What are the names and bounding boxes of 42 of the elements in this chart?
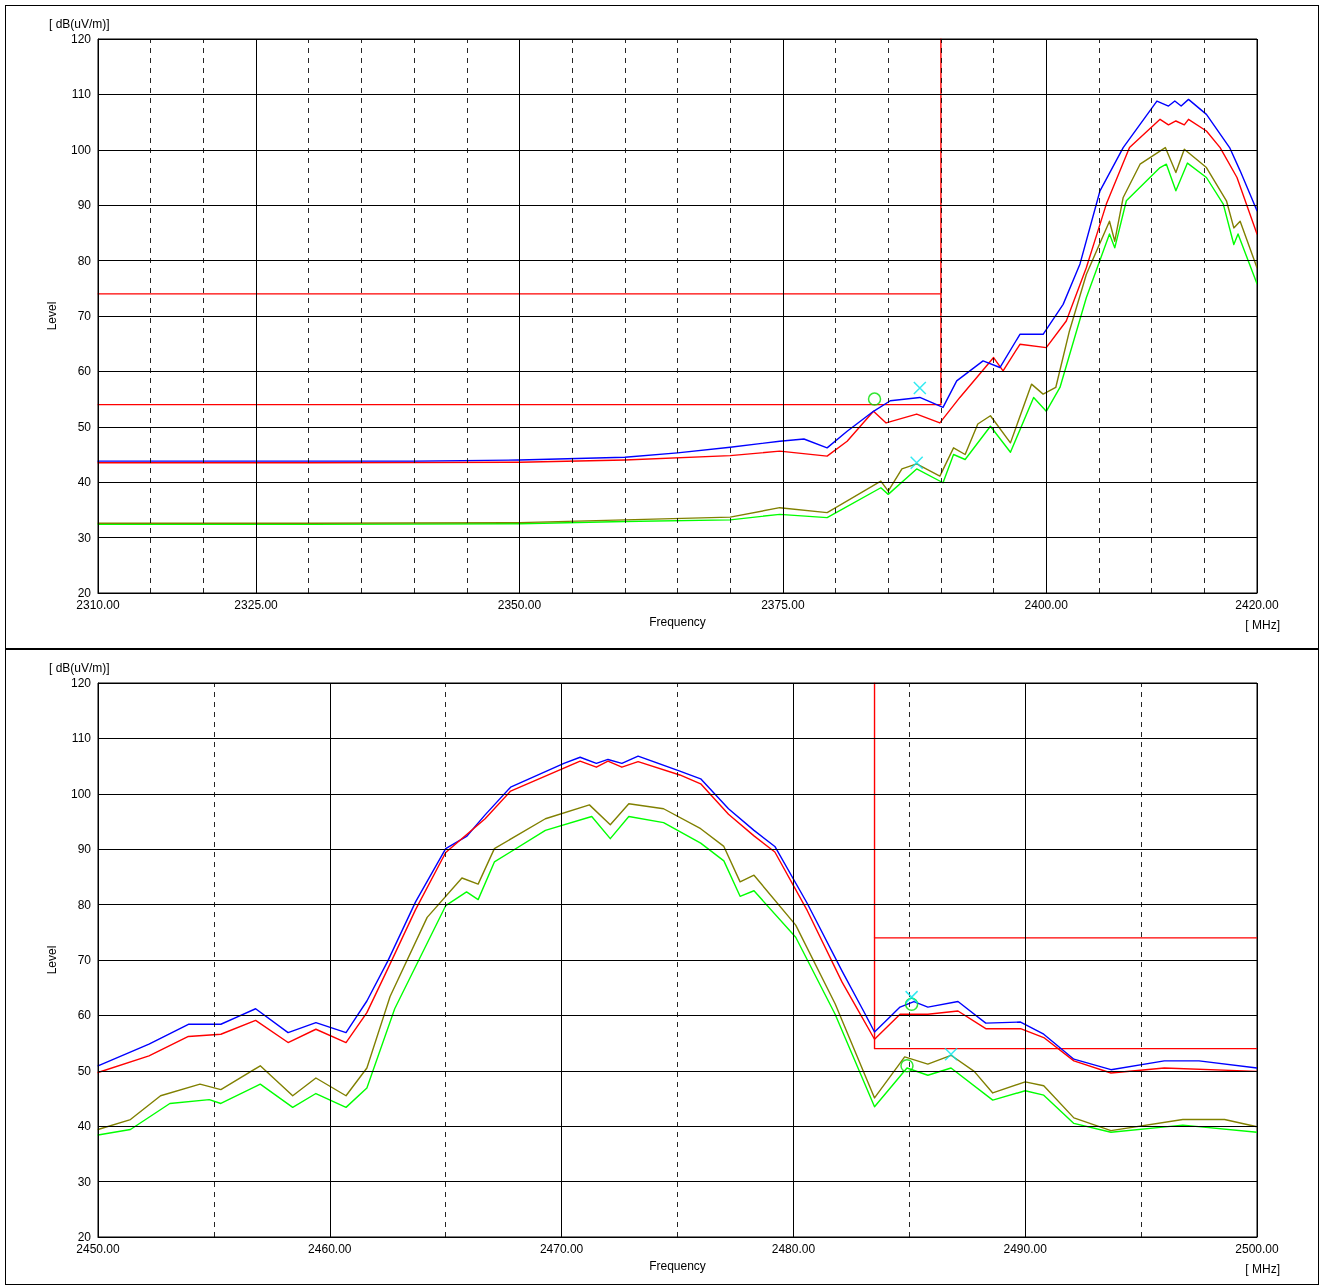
y-tick-label: 20 [77,586,92,600]
text: [ dB(uV/m)] [49,17,110,31]
x-tick-label: 2470.00 [539,1242,584,1256]
x-tick-label: 2375.00 [761,598,805,612]
y-tick-label: 30 [77,530,92,545]
text: [ dB(uV/m)] [49,661,110,675]
y-tick-label: 50 [77,1063,92,1078]
y-tick-label: 60 [77,1008,92,1023]
x-tick-label: 2400.00 [1024,598,1069,612]
x-tick-label: 2420.00 [1235,598,1280,612]
x-tick-label: 2350.00 [497,598,542,612]
y-tick-label: 100 [70,142,92,157]
y-tick-label: 90 [77,198,92,213]
x-tick-label: 2480.00 [771,1242,816,1256]
x-tick-label: 2325.00 [234,598,279,612]
y-axis-title: Level [45,945,59,975]
y-tick-label: 40 [77,475,92,490]
y-tick-label: 50 [77,419,92,434]
y-tick-label: 110 [71,731,92,746]
y-axis-title: Level [45,301,59,331]
y-tick-label: 100 [70,786,92,801]
x-tick-label: 2490.00 [1003,1242,1048,1256]
y-tick-label: 80 [77,897,92,912]
y-tick-label: 80 [77,253,92,268]
x-axis-title: Frequency [649,1259,706,1273]
y-tick-label: 20 [77,1230,92,1244]
x-tick-label: 2450.00 [76,1242,121,1256]
text: [ MHz] [1245,1262,1281,1276]
y-tick-label: 40 [77,1119,92,1134]
x-tick-label: 2310.00 [76,598,121,612]
y-tick-label: 70 [77,953,92,967]
x-axis-title: Frequency [649,615,706,629]
y-tick-label: 90 [77,842,92,857]
y-tick-label: 70 [77,309,92,323]
x-tick-label: 2500.00 [1235,1242,1280,1256]
x-tick-label: 2460.00 [308,1242,352,1256]
y-tick-label: 120 [70,676,92,690]
y-tick-label: 60 [77,364,92,379]
y-tick-label: 120 [70,32,92,46]
y-tick-label: 30 [77,1174,92,1189]
y-tick-label: 110 [71,87,92,102]
text: [ MHz] [1245,618,1281,632]
